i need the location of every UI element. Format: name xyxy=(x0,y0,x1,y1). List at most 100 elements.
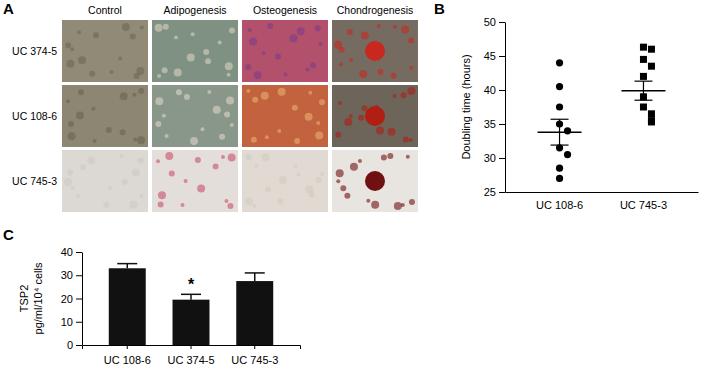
micrograph-texture xyxy=(359,70,367,78)
micrograph-texture xyxy=(155,97,163,105)
micrograph-texture xyxy=(388,128,396,136)
micrograph-texture xyxy=(162,67,168,73)
micrograph-texture xyxy=(246,89,250,93)
micrograph-pellet xyxy=(365,106,385,126)
tick-label: 0 xyxy=(67,339,73,351)
micrograph-texture xyxy=(336,179,340,183)
tick: UC 745-3 xyxy=(620,192,667,211)
tick-mark xyxy=(499,158,505,159)
micrograph-texture xyxy=(409,138,413,142)
row-label: UC 374-5 xyxy=(12,45,57,57)
tick-mark xyxy=(499,192,505,193)
micrograph-texture xyxy=(254,164,258,168)
micrograph-texture xyxy=(218,40,222,44)
point xyxy=(564,151,571,158)
micrograph-texture xyxy=(91,107,95,111)
micrograph-texture xyxy=(362,105,368,111)
tick-label: 45 xyxy=(484,50,496,62)
error-stem xyxy=(643,81,644,100)
micrograph xyxy=(62,150,148,212)
micrograph-texture xyxy=(344,118,352,126)
micrograph-texture xyxy=(137,136,145,144)
micrograph-texture xyxy=(200,127,204,131)
error-cap xyxy=(551,119,569,120)
point xyxy=(640,44,647,51)
micrograph-texture xyxy=(358,115,364,121)
micrograph xyxy=(62,20,148,82)
micrograph-texture xyxy=(308,91,312,95)
micrograph-texture xyxy=(377,24,381,28)
annotation: * xyxy=(188,276,195,293)
point xyxy=(556,103,563,110)
micrograph-texture xyxy=(349,58,353,62)
micrograph-texture xyxy=(158,202,164,208)
error-stem xyxy=(254,273,256,281)
tick-label: 50 xyxy=(484,16,496,28)
micrograph-texture xyxy=(205,58,211,64)
point xyxy=(556,83,563,90)
micrograph xyxy=(332,85,418,147)
bar xyxy=(109,268,146,345)
micrograph-texture xyxy=(393,94,397,98)
tick-mark xyxy=(191,345,192,349)
micrograph-texture xyxy=(262,153,270,161)
micrograph-texture xyxy=(70,47,74,51)
micrograph-texture xyxy=(163,24,169,30)
row-label: UC 108-6 xyxy=(12,110,57,122)
point xyxy=(556,175,563,182)
error-bar xyxy=(181,294,201,299)
micrograph-texture xyxy=(408,87,416,95)
tick: 50 xyxy=(484,16,505,28)
micrograph-texture xyxy=(401,92,407,98)
micrograph-texture xyxy=(221,155,225,159)
tick: UC 745-3 xyxy=(231,345,278,366)
micrograph-texture xyxy=(275,54,281,60)
point xyxy=(556,59,563,66)
micrograph-texture xyxy=(347,29,353,35)
tick-label: UC 108-6 xyxy=(104,354,151,366)
tick: 0 xyxy=(67,339,82,351)
micrograph-texture xyxy=(278,88,286,96)
tick: 45 xyxy=(484,50,505,62)
micrograph-texture xyxy=(254,71,262,79)
micrograph-texture xyxy=(120,92,128,100)
micrograph-texture xyxy=(184,179,188,183)
micrograph-texture xyxy=(68,121,74,127)
error-bar xyxy=(245,273,265,281)
tick: 30 xyxy=(61,269,82,281)
micrograph-texture xyxy=(165,152,173,160)
tick-label: 35 xyxy=(484,118,496,130)
tick-label: 40 xyxy=(484,84,496,96)
tick: 40 xyxy=(484,84,505,96)
error-stem xyxy=(190,294,192,299)
micrograph-texture xyxy=(349,114,353,118)
micrograph-texture xyxy=(350,163,358,171)
micrograph-texture xyxy=(76,112,84,120)
tick: 30 xyxy=(484,152,505,164)
plot-area xyxy=(109,264,273,345)
micrograph-texture xyxy=(277,198,283,204)
micrograph-texture xyxy=(174,35,178,39)
row-label: UC 745-3 xyxy=(12,175,57,187)
micrograph-texture xyxy=(334,41,342,49)
micrograph-texture xyxy=(252,97,258,103)
micrograph xyxy=(332,150,418,212)
micrograph-texture xyxy=(132,169,140,177)
micrograph-texture xyxy=(261,92,269,100)
micrograph-texture xyxy=(120,129,126,135)
micrograph-texture xyxy=(335,132,341,138)
micrograph-texture xyxy=(245,64,251,70)
micrograph-texture xyxy=(119,154,123,158)
micrograph xyxy=(242,20,328,82)
micrograph-texture xyxy=(78,56,86,64)
micrograph-texture xyxy=(184,94,190,100)
tick-label: 10 xyxy=(61,316,73,328)
panel-letter: C xyxy=(3,226,14,243)
micrograph-texture xyxy=(316,177,322,183)
micrograph-bg xyxy=(152,85,238,147)
micrograph-texture xyxy=(93,32,99,38)
micrograph-texture xyxy=(140,25,144,29)
axis-line xyxy=(82,253,83,346)
micrograph-texture xyxy=(409,199,415,205)
micrograph-texture xyxy=(89,71,95,77)
